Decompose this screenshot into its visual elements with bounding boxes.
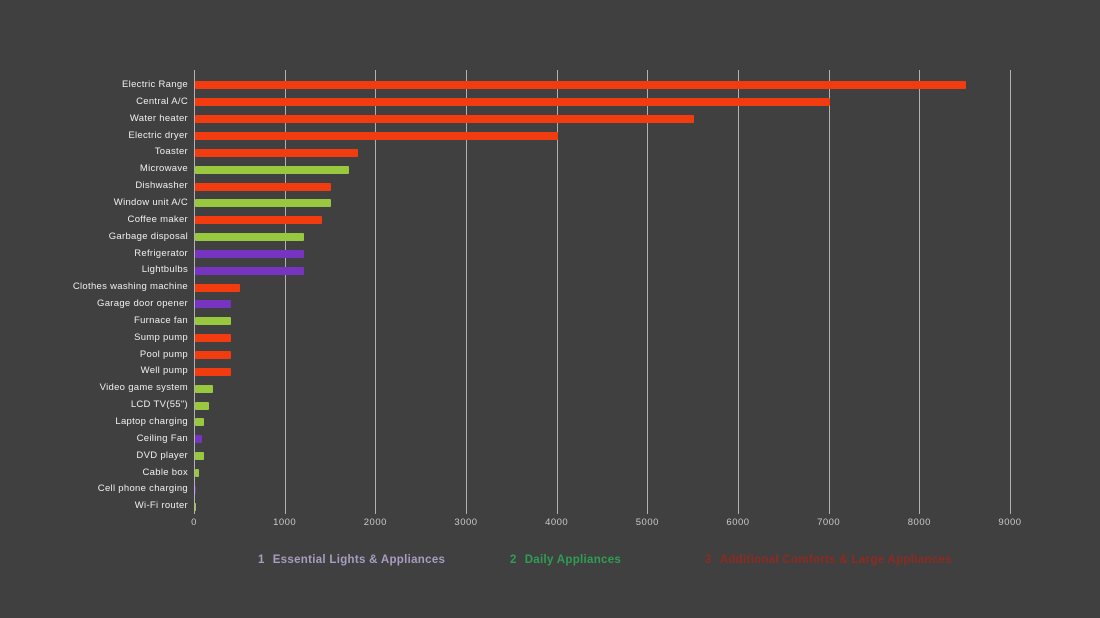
x-tick-label-9000: 9000 [998,517,1022,528]
gridline-2000 [375,70,377,514]
bar [195,452,205,461]
bar [195,485,196,494]
bar [195,468,199,477]
gridline-7000 [828,70,830,514]
legend-item-label: Additional Comforts & Large Appliances [719,554,952,566]
bar [195,115,694,124]
category-label: Electric Range [122,79,188,90]
bar [195,351,232,360]
bar [195,182,331,191]
category-label: Window unit A/C [113,196,188,208]
x-tick-label-2000: 2000 [363,517,387,528]
gridline-8000 [919,70,921,514]
legend-item-label: Essential Lights & Appliances [272,554,446,566]
bar [195,98,830,107]
category-label: Central A/C [136,95,188,107]
legend-item-3: 3 Additional Comforts & Large Appliances [705,554,952,566]
legend-item-1: 1 Essential Lights & Appliances [258,554,445,566]
legend-item-number: 3 [705,554,712,566]
legend-item-number: 1 [258,554,265,566]
category-label: Garbage disposal [108,230,188,242]
x-tick-label-4000: 4000 [545,517,569,528]
bar [195,216,322,225]
bar [195,334,232,343]
category-label: Microwave [139,163,188,175]
bar [195,502,196,511]
x-tick-label-5000: 5000 [635,517,659,528]
category-label: Furnace fan [134,314,188,326]
category-label: Cable box [142,466,188,478]
bar [195,266,304,275]
x-tick-label-7000: 7000 [817,517,841,528]
category-label: Coffee maker [127,213,188,225]
category-label: Pool pump [139,348,188,360]
category-label: Sump pump [134,331,188,343]
x-tick-label-1000: 1000 [273,517,297,528]
bar [195,317,232,326]
bar [195,81,966,90]
bar [195,401,209,410]
bar [195,384,214,393]
category-label: Cell phone charging [97,483,188,495]
legend-item-2: 2 Daily Appliances [510,554,621,566]
category-label: Water heater [129,112,188,124]
gridline-3000 [466,70,467,514]
category-label: Video game system [99,382,188,394]
category-label: Ceiling Fan [136,432,188,444]
legend-item-label: Daily Appliances [524,554,622,566]
bar [195,165,350,174]
category-label: Refrigerator [134,247,188,259]
category-label: Garage door opener [97,298,188,310]
category-label: Toaster [154,146,188,158]
x-tick-label-8000: 8000 [907,517,931,528]
bar [195,300,232,309]
gridline-1000 [284,70,286,514]
legend-item-number: 2 [510,554,517,566]
bar [195,367,232,376]
category-label: Wi-Fi router [134,500,188,512]
category-label: LCD TV(55") [130,399,188,411]
bar [195,131,558,140]
bar [195,418,205,427]
category-label: Dishwasher [135,180,188,192]
category-label: DVD player [136,449,188,461]
bar [195,148,359,157]
category-label: Well pump [140,365,188,377]
bar [195,199,331,208]
category-label: Laptop charging [115,416,188,427]
bar [195,233,304,242]
category-label: Clothes washing machine [72,281,188,293]
gridline-5000 [647,70,649,514]
x-tick-label-3000: 3000 [454,517,478,528]
category-label: Lightbulbs [141,264,188,276]
gridline-0 [194,70,195,514]
x-tick-label-6000: 6000 [726,517,750,528]
bar [195,249,304,258]
bar [195,435,202,444]
bar [195,283,241,292]
x-tick-label-0: 0 [191,517,197,528]
gridline-4000 [556,70,558,514]
gridline-6000 [738,70,739,514]
gridline-9000 [1010,70,1011,514]
category-label: Electric dryer [128,129,188,141]
